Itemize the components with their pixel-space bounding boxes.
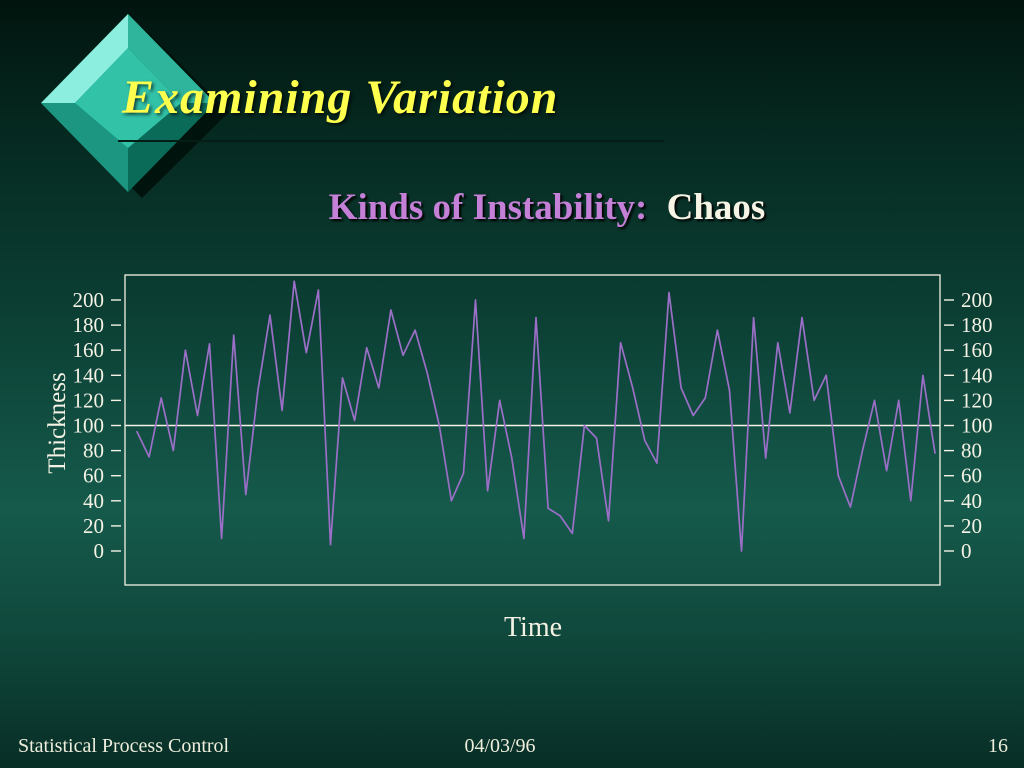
svg-text:20: 20 [961, 514, 982, 538]
svg-text:120: 120 [961, 388, 993, 412]
svg-text:160: 160 [73, 338, 105, 362]
svg-text:80: 80 [83, 439, 104, 463]
svg-text:120: 120 [73, 388, 105, 412]
svg-text:100: 100 [73, 414, 105, 438]
svg-text:100: 100 [961, 414, 993, 438]
x-axis-label: Time [503, 612, 563, 643]
subtitle-value: Chaos [666, 187, 766, 228]
title-underline [118, 140, 664, 142]
svg-text:20: 20 [83, 514, 104, 538]
svg-text:200: 200 [961, 288, 993, 312]
subtitle: Kinds of Instability: Chaos [0, 186, 1024, 229]
svg-text:60: 60 [961, 464, 982, 488]
subtitle-label: Kinds of Instability: [328, 187, 648, 228]
svg-text:60: 60 [83, 464, 104, 488]
svg-text:80: 80 [961, 439, 982, 463]
svg-text:180: 180 [961, 313, 993, 337]
svg-text:140: 140 [961, 363, 993, 387]
slide-title: Examining Variation [122, 71, 559, 124]
footer: Statistical Process Control 04/03/96 16 [0, 728, 1024, 768]
svg-text:0: 0 [961, 539, 972, 563]
footer-left: Statistical Process Control [18, 735, 230, 757]
svg-text:200: 200 [73, 288, 105, 312]
y-axis-label: Thickness [44, 372, 71, 474]
svg-text:0: 0 [94, 539, 105, 563]
diamond-icon [41, 14, 229, 198]
svg-text:140: 140 [73, 363, 105, 387]
svg-text:40: 40 [961, 489, 982, 513]
footer-page-number: 16 [988, 735, 1008, 757]
svg-text:160: 160 [961, 338, 993, 362]
svg-text:180: 180 [73, 313, 105, 337]
footer-date: 04/03/96 [464, 735, 536, 757]
svg-text:40: 40 [83, 489, 104, 513]
